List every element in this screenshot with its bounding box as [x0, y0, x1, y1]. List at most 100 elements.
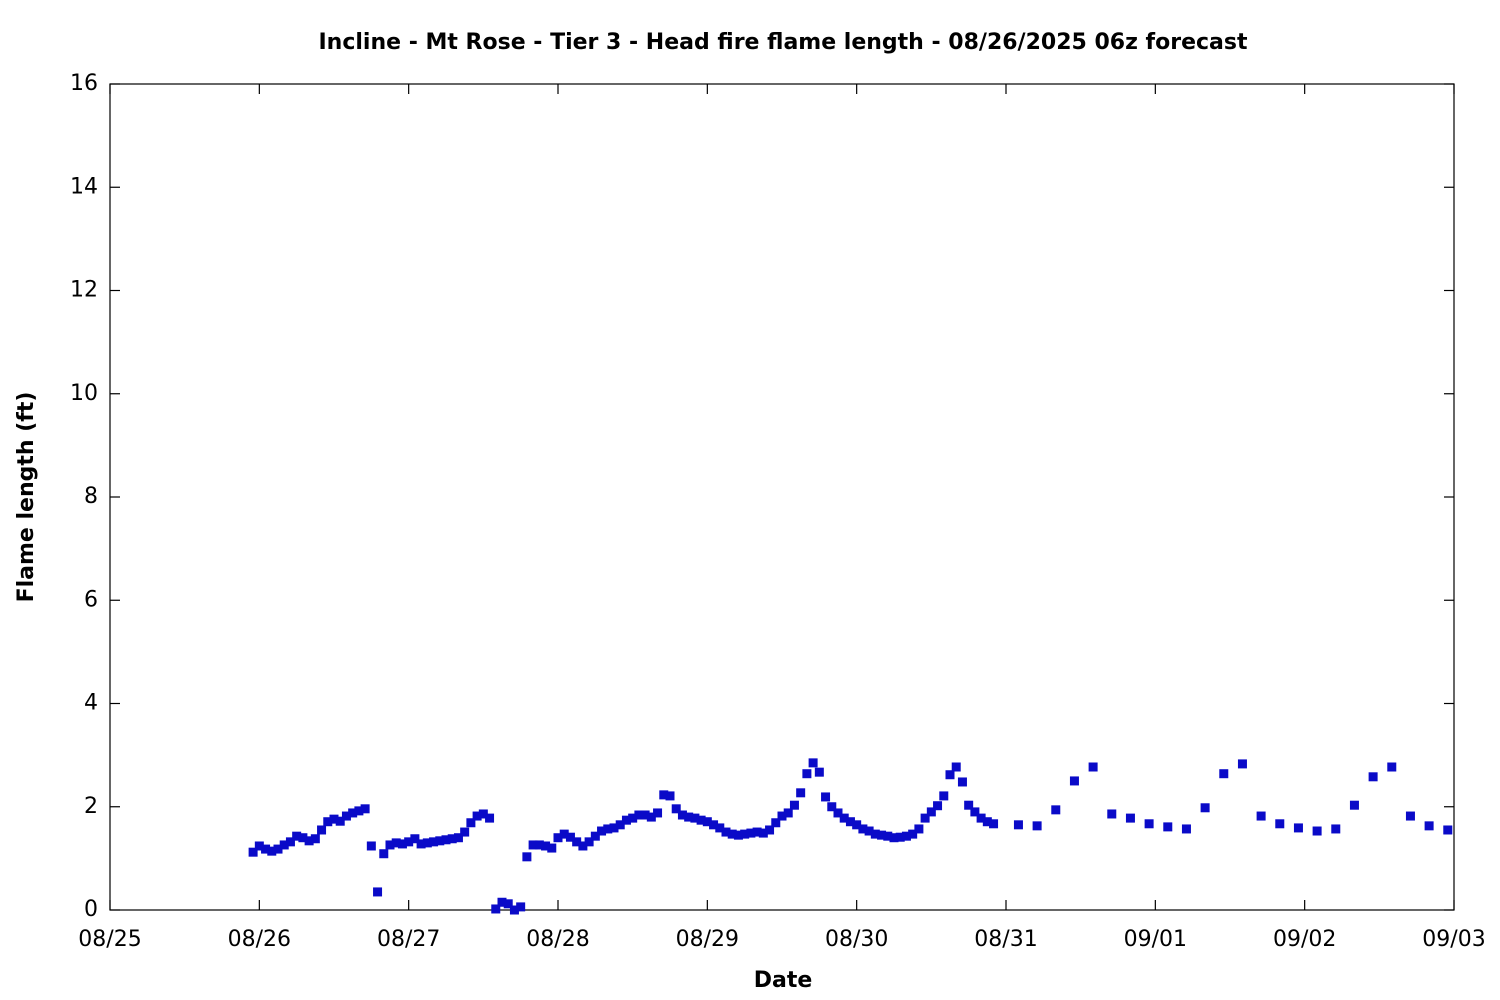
y-tick-label: 10	[70, 381, 98, 406]
point	[1051, 805, 1061, 815]
point	[603, 824, 613, 834]
point	[248, 847, 258, 857]
point	[323, 817, 333, 827]
y-axis-label: Flame length (ft)	[14, 392, 39, 603]
point	[267, 846, 277, 856]
point	[609, 823, 619, 833]
point	[864, 826, 874, 836]
point	[671, 804, 681, 814]
point	[746, 828, 756, 838]
point	[733, 830, 743, 840]
point	[634, 810, 644, 820]
point	[416, 839, 426, 849]
point	[310, 834, 320, 844]
point	[1125, 813, 1135, 823]
x-tick-label: 08/31	[974, 927, 1037, 952]
point	[360, 804, 370, 814]
point	[1275, 819, 1285, 829]
point	[765, 825, 775, 835]
point	[491, 904, 501, 914]
point	[559, 829, 569, 839]
point	[721, 827, 731, 837]
point	[441, 835, 451, 845]
point	[628, 813, 638, 823]
point	[814, 767, 824, 777]
point	[696, 815, 706, 825]
y-tick-label: 0	[84, 897, 98, 922]
x-tick-label: 09/02	[1273, 927, 1336, 952]
point	[771, 818, 781, 828]
point	[802, 769, 812, 779]
point	[957, 777, 967, 787]
y-tick-label: 12	[70, 278, 98, 303]
point	[653, 808, 663, 818]
point	[1013, 820, 1023, 830]
point	[1424, 821, 1434, 831]
point	[366, 841, 376, 851]
point	[783, 808, 793, 818]
point	[796, 788, 806, 798]
x-tick-label: 08/26	[228, 927, 291, 952]
point	[397, 839, 407, 849]
x-tick-label: 08/28	[526, 927, 589, 952]
x-tick-label: 09/03	[1422, 927, 1485, 952]
point	[373, 887, 383, 897]
y-tick-label: 16	[70, 71, 98, 96]
point	[261, 844, 271, 854]
point	[852, 820, 862, 830]
point	[534, 840, 544, 850]
point	[528, 840, 538, 850]
y-tick-label: 8	[84, 484, 98, 509]
point	[1405, 811, 1415, 821]
point	[466, 818, 476, 828]
point	[1144, 819, 1154, 829]
point	[1107, 809, 1117, 819]
point	[665, 791, 675, 801]
point	[709, 820, 719, 830]
point	[447, 834, 457, 844]
point	[422, 838, 432, 848]
point	[354, 806, 364, 816]
point	[715, 823, 725, 833]
x-axis-label: Date	[754, 968, 813, 993]
point	[964, 800, 974, 810]
y-tick-label: 6	[84, 587, 98, 612]
point	[1387, 762, 1397, 772]
point	[485, 813, 495, 823]
point	[858, 824, 868, 834]
point	[298, 833, 308, 843]
point	[329, 814, 339, 824]
point	[590, 831, 600, 841]
point	[727, 829, 737, 839]
point	[740, 829, 750, 839]
point	[789, 800, 799, 810]
plot-frame	[109, 83, 1455, 911]
point	[478, 809, 488, 819]
point	[522, 852, 532, 862]
point	[254, 841, 264, 851]
point	[1069, 776, 1079, 786]
point	[453, 833, 463, 843]
point	[584, 837, 594, 847]
point	[1163, 822, 1173, 832]
x-tick-label: 08/27	[377, 927, 440, 952]
point	[889, 833, 899, 843]
point	[926, 807, 936, 817]
x-tick-label: 08/29	[676, 927, 739, 952]
chart-title: Incline - Mt Rose - Tier 3 - Head fire f…	[318, 30, 1248, 55]
point	[1293, 823, 1303, 833]
point	[553, 833, 563, 843]
point	[509, 905, 519, 915]
point	[808, 758, 818, 768]
y-tick-label: 4	[84, 691, 98, 716]
point	[821, 792, 831, 802]
point	[914, 824, 924, 834]
y-tick-label: 14	[70, 174, 98, 199]
point	[920, 813, 930, 823]
point	[1349, 800, 1359, 810]
point	[565, 832, 575, 842]
point	[497, 897, 507, 907]
point	[752, 827, 762, 837]
point	[572, 837, 582, 847]
